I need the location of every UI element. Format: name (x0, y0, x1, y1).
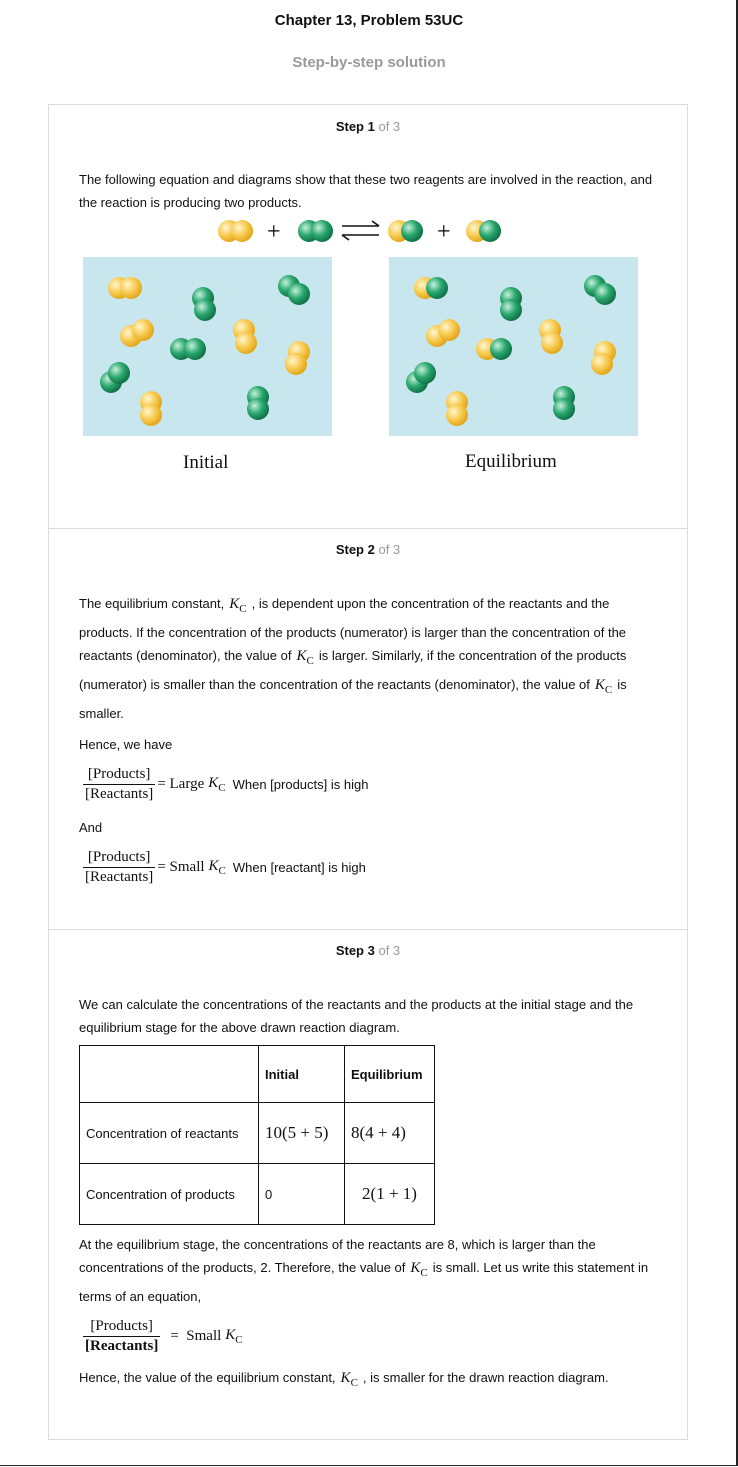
yy-molecule-icon (218, 220, 253, 242)
table-row: Concentration of products 0 2(1 + 1) (79, 1163, 435, 1225)
plus-sign: + (267, 219, 281, 245)
equation-large-kc: [Products] [Reactants] = Large KC When [… (83, 765, 369, 802)
step-2-card: Step 2 of 3 The equilibrium constant, KC,… (48, 528, 688, 930)
kc-symbol: KC (340, 1370, 358, 1389)
fraction: [Products] [Reactants] (83, 848, 156, 885)
table-row: Concentration of reactants 10(5 + 5) 8(4… (79, 1102, 435, 1164)
hence-text: Hence, we have (79, 737, 173, 752)
step-2-text: The equilibrium constant, KC, is dependen… (79, 596, 627, 721)
page-subtitle: Step-by-step solution (292, 54, 446, 71)
initial-molecules (100, 275, 310, 426)
reaction-diagram: + + (83, 219, 638, 436)
equilibrium-label: Equilibrium (465, 451, 557, 472)
gg-molecule-icon (298, 220, 333, 242)
kc-symbol: KC (594, 677, 613, 696)
equation-small-kc-final: [Products] [Reactants] = Small KC (83, 1312, 657, 1360)
yg-molecule-icon (466, 220, 501, 242)
and-text: And (79, 820, 103, 835)
equilibrium-arrows-icon (341, 220, 380, 241)
fraction: [Products] [Reactants] (83, 765, 156, 802)
step-3-header: Step 3 of 3 (335, 943, 401, 958)
step-3-card: Step 3 of 3 We can calculate the concent… (48, 929, 688, 1440)
kc-symbol: KC (410, 1260, 428, 1279)
kc-symbol: KC (208, 857, 226, 877)
kc-symbol: KC (208, 774, 226, 794)
concentration-table: Initial Equilibrium Concentration of rea… (79, 1045, 435, 1225)
kc-symbol: KC (225, 1326, 243, 1346)
table-header-row: Initial Equilibrium (79, 1045, 435, 1103)
step-1-header: Step 1 of 3 (335, 119, 401, 134)
equilibrium-molecules (406, 275, 616, 426)
kc-symbol: KC (296, 648, 314, 667)
step-3-final: Hence, the value of the equilibrium cons… (79, 1370, 609, 1389)
yg-molecule-icon (388, 220, 423, 242)
fraction: [Products] [Reactants] (83, 1317, 161, 1354)
page-title: Chapter 13, Problem 53UC (274, 12, 464, 29)
step-2-header: Step 2 of 3 (335, 542, 401, 557)
equation-small-kc: [Products] [Reactants] = Small KC When [… (83, 848, 366, 885)
step-3-conclusion: At the equilibrium stage, the concentrat… (79, 1237, 649, 1304)
step-3-text: We can calculate the concentrations of t… (79, 997, 634, 1035)
step-1-card: Step 1 of 3 The following equation and d… (48, 104, 688, 529)
plus-sign: + (437, 219, 451, 245)
kc-symbol: KC (229, 596, 247, 615)
initial-label: Initial (183, 452, 229, 473)
step-1-text: The following equation and diagrams show… (79, 172, 653, 210)
